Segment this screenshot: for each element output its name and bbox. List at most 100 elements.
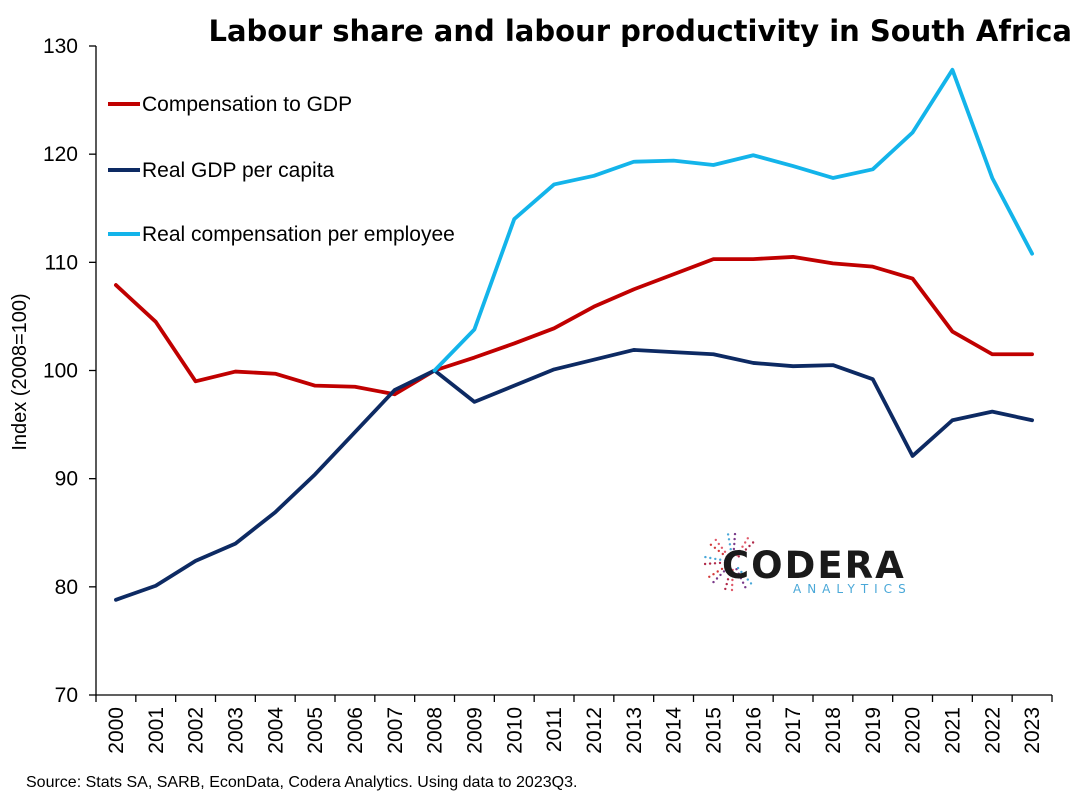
logo-dot [727, 538, 731, 541]
logo-dot [746, 537, 749, 540]
x-tick-label: 2012 [583, 707, 606, 754]
logo-dot [716, 570, 719, 573]
legend-label-2: Real GDP per capita [142, 159, 335, 182]
logo-dot [721, 552, 724, 556]
logo-dot [743, 574, 746, 577]
logo-dot [726, 578, 730, 581]
logo-dot [713, 562, 717, 565]
x-tick-label: 2019 [862, 707, 885, 754]
logo-dot [723, 561, 727, 564]
logo-dot [733, 542, 736, 546]
logo-dot [724, 587, 727, 591]
series-lines [114, 67, 1034, 602]
logo-dot [749, 582, 753, 585]
logo-dot [722, 570, 726, 573]
source-note: Source: Stats SA, SARB, EconData, Codera… [26, 774, 577, 791]
x-tick-label: 2020 [902, 707, 925, 754]
logo-dot [729, 548, 732, 551]
logo-dot [748, 544, 751, 548]
logo-dot [728, 543, 732, 546]
logo-dot [730, 552, 733, 556]
logo-dot [741, 545, 744, 548]
logo-dot [709, 543, 713, 546]
logo-dot [717, 549, 720, 553]
x-tick-label: 2014 [663, 707, 686, 754]
logo-dot [714, 557, 717, 561]
logo-dot [715, 577, 719, 580]
logo-dot [738, 549, 742, 553]
x-tick-label: 2009 [463, 707, 486, 754]
x-tick-label: 2021 [941, 707, 964, 754]
logo-dot [744, 586, 747, 589]
x-tick-label: 2022 [981, 707, 1004, 754]
x-tick-label: 2003 [224, 707, 247, 754]
logo-dot [728, 573, 731, 576]
x-tick-label: 2007 [384, 707, 407, 754]
logo-dot [736, 554, 739, 557]
logo-dot [725, 555, 728, 559]
series-line-1 [114, 255, 1034, 397]
logo-dot [712, 573, 715, 576]
x-tick-label: 2000 [105, 707, 128, 754]
x-ticks: 2000 2001 2002 2003 2004 2005 2006 2007 2008 2009… [95, 695, 1053, 754]
logo-dot [723, 550, 727, 553]
logo-dot [708, 575, 711, 578]
logo-dot [731, 578, 734, 582]
logo-dot [730, 588, 734, 592]
logo-dot [731, 568, 734, 572]
x-tick-label: 2008 [424, 707, 447, 754]
logo-dot [717, 542, 720, 546]
y-tick-label: 100 [43, 360, 78, 383]
series-line-3 [432, 67, 1034, 373]
x-tick-label: 2006 [344, 707, 367, 754]
codera-logo: CODERA ANALYTICS [703, 532, 912, 596]
x-tick-label: 2017 [782, 707, 805, 754]
y-tick-label: 70 [55, 684, 78, 707]
logo-dot [733, 532, 737, 536]
logo-dot [703, 562, 707, 566]
legend-label-3: Real compensation per employee [142, 223, 455, 246]
logo-dot [726, 566, 729, 569]
x-tick-label: 2010 [503, 707, 526, 754]
chart-title: Labour share and labour productivity in … [208, 14, 1072, 48]
x-tick-label: 2016 [742, 707, 765, 754]
x-tick-label: 2001 [145, 707, 168, 754]
logo-dot [720, 546, 724, 549]
logo-dot [719, 558, 722, 561]
logo-dot [731, 573, 734, 577]
logo-dot [746, 578, 749, 581]
logo-dot [709, 556, 712, 560]
x-tick-label: 2015 [702, 707, 725, 754]
x-tick-label: 2018 [822, 707, 845, 754]
codera-logo-mark [703, 532, 755, 592]
logo-dot [736, 566, 740, 570]
y-tick-label: 90 [55, 468, 78, 491]
y-ticks: 70 80 90 100 110 120 130 [43, 35, 96, 707]
logo-sub: ANALYTICS [793, 582, 912, 596]
logo-dot [741, 551, 744, 555]
logo-dot [726, 533, 730, 536]
logo-dot [731, 583, 734, 587]
logo-dot [732, 552, 735, 556]
y-tick-label: 120 [43, 143, 78, 166]
y-tick-label: 110 [45, 251, 78, 274]
logo-dot [737, 572, 740, 575]
logo-dot [704, 555, 707, 559]
y-tick-label: 80 [55, 576, 78, 599]
x-tick-label: 2002 [185, 707, 208, 754]
logo-dot [732, 547, 736, 551]
logo-dot [744, 541, 747, 544]
logo-dot [723, 559, 727, 562]
x-tick-label: 2005 [304, 707, 327, 754]
x-tick-label: 2023 [1021, 707, 1044, 754]
logo-dot [733, 537, 736, 541]
logo-dot [739, 577, 743, 580]
logo-dot [712, 580, 715, 584]
logo-dot [720, 567, 724, 571]
logo-dot [708, 562, 712, 565]
logo-dot [740, 570, 743, 574]
y-axis-label: Index (2008=100) [9, 293, 31, 450]
logo-dot [741, 581, 745, 584]
logo-dot [718, 561, 722, 565]
